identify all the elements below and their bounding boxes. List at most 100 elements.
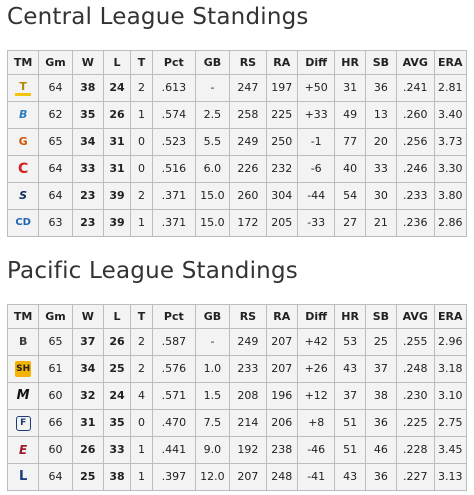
cell-era: 3.80 xyxy=(433,182,468,210)
cell-ra: 238 xyxy=(265,436,298,464)
cell-gm: 65 xyxy=(38,328,73,356)
cell-gm: 62 xyxy=(38,101,73,129)
column-header-diff: Diff xyxy=(296,304,336,329)
cell-ra: 205 xyxy=(265,209,298,237)
cell-sb: 20 xyxy=(364,128,398,156)
cell-hr: 54 xyxy=(334,182,366,210)
column-header-hr: HR xyxy=(334,50,366,75)
cell-t: 1 xyxy=(130,463,153,491)
cell-gb: - xyxy=(194,74,231,102)
cell-gm: 64 xyxy=(38,463,73,491)
cell-ra: 206 xyxy=(265,409,298,437)
cell-w: 23 xyxy=(71,209,104,237)
team-cell: CD xyxy=(6,209,40,237)
column-header-t: T xyxy=(130,50,153,75)
cell-l: 31 xyxy=(102,155,132,183)
team-cell: S xyxy=(6,182,40,210)
cell-w: 37 xyxy=(71,328,104,356)
cell-hr: 40 xyxy=(334,155,366,183)
cell-t: 2 xyxy=(130,74,153,102)
cell-w: 38 xyxy=(71,74,104,102)
cell-rs: 208 xyxy=(229,382,267,410)
column-header-l: L xyxy=(102,304,132,329)
cell-l: 33 xyxy=(102,436,132,464)
table-row: M 60 32 24 4.571 1.5 208 196 +12 37 38.230 3.10 xyxy=(6,382,468,410)
cell-l: 31 xyxy=(102,128,132,156)
cell-hr: 31 xyxy=(334,74,366,102)
cell-l: 39 xyxy=(102,182,132,210)
cell-era: 3.40 xyxy=(433,101,468,129)
cell-era: 3.18 xyxy=(433,355,468,383)
team-cell: L xyxy=(6,463,40,491)
cell-hr: 51 xyxy=(334,436,366,464)
column-header-t: T xyxy=(130,304,153,329)
cell-pct: .587 xyxy=(151,328,196,356)
cell-hr: 51 xyxy=(334,409,366,437)
cell-diff: +33 xyxy=(296,101,336,129)
cell-pct: .397 xyxy=(151,463,196,491)
cell-rs: 249 xyxy=(229,128,267,156)
cell-avg: .228 xyxy=(396,436,435,464)
cell-ra: 304 xyxy=(265,182,298,210)
cell-w: 33 xyxy=(71,155,104,183)
table-row: E 60 26 33 1.441 9.0 192 238 -46 51 46.228 3.45 xyxy=(6,436,468,464)
dragons-logo: CD xyxy=(15,217,31,228)
cell-era: 2.75 xyxy=(433,409,468,437)
cell-ra: 225 xyxy=(265,101,298,129)
column-header-gm: Gm xyxy=(38,50,73,75)
cell-gb: - xyxy=(194,328,231,356)
column-header-ra: RA xyxy=(265,50,298,75)
cell-pct: .574 xyxy=(151,101,196,129)
cell-pct: .441 xyxy=(151,436,196,464)
cell-ra: 232 xyxy=(265,155,298,183)
column-header-avg: AVG xyxy=(396,304,435,329)
hawks-logo: SH xyxy=(15,361,32,377)
marines-logo: M xyxy=(16,388,30,403)
cell-diff: -33 xyxy=(296,209,336,237)
cell-sb: 33 xyxy=(364,155,398,183)
cell-pct: .523 xyxy=(151,128,196,156)
column-header-sb: SB xyxy=(364,304,398,329)
cell-hr: 49 xyxy=(334,101,366,129)
team-cell: C xyxy=(6,155,40,183)
pacific-league-table: TM Gm W L T Pct GB RS RA Diff HR SB AVG ERA B 65 37 26 2.… xyxy=(6,304,468,491)
cell-sb: 21 xyxy=(364,209,398,237)
cell-pct: .613 xyxy=(151,74,196,102)
giants-logo: G xyxy=(18,135,28,148)
cell-rs: 226 xyxy=(229,155,267,183)
cell-diff: -6 xyxy=(296,155,336,183)
cell-t: 4 xyxy=(130,382,153,410)
cell-l: 38 xyxy=(102,463,132,491)
cell-w: 34 xyxy=(71,355,104,383)
cell-gb: 2.5 xyxy=(194,101,231,129)
cell-gm: 64 xyxy=(38,74,73,102)
cell-l: 24 xyxy=(102,74,132,102)
cell-diff: +8 xyxy=(296,409,336,437)
cell-t: 1 xyxy=(130,436,153,464)
cell-era: 2.96 xyxy=(433,328,468,356)
column-header-diff: Diff xyxy=(296,50,336,75)
table-header-row: TM Gm W L T Pct GB RS RA Diff HR SB AVG ERA xyxy=(6,50,468,75)
column-header-hr: HR xyxy=(334,304,366,329)
cell-l: 24 xyxy=(102,382,132,410)
cell-t: 2 xyxy=(130,328,153,356)
swallows-logo: S xyxy=(19,189,28,202)
cell-diff: -1 xyxy=(296,128,336,156)
cell-ra: 207 xyxy=(265,328,298,356)
cell-l: 26 xyxy=(102,101,132,129)
cell-avg: .225 xyxy=(396,409,435,437)
cell-avg: .233 xyxy=(396,182,435,210)
cell-rs: 233 xyxy=(229,355,267,383)
cell-avg: .227 xyxy=(396,463,435,491)
cell-era: 3.10 xyxy=(433,382,468,410)
cell-w: 34 xyxy=(71,128,104,156)
cell-era: 2.86 xyxy=(433,209,468,237)
cell-ra: 250 xyxy=(265,128,298,156)
lions-logo: L xyxy=(18,469,28,484)
table-row: B 65 37 26 2.587-249 207 +42 53 25.255 2.96 xyxy=(6,328,468,356)
column-header-gb: GB xyxy=(194,50,231,75)
cell-era: 3.30 xyxy=(433,155,468,183)
cell-avg: .255 xyxy=(396,328,435,356)
cell-diff: +26 xyxy=(296,355,336,383)
cell-era: 2.81 xyxy=(433,74,468,102)
